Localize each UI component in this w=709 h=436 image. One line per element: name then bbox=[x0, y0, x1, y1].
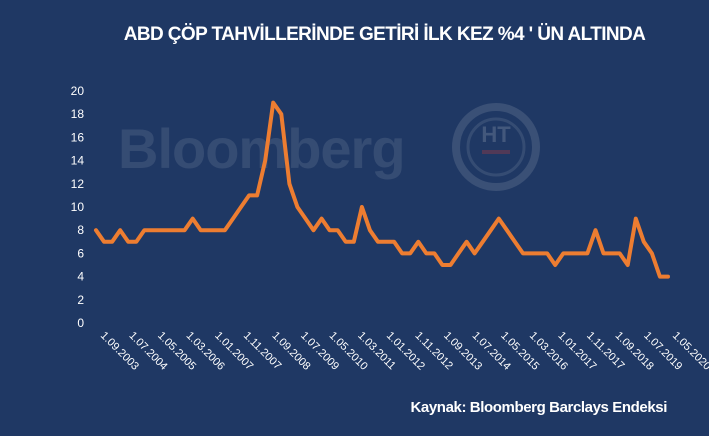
source-note: Kaynak: Bloomberg Barclays Endeksi bbox=[410, 399, 667, 416]
chart-title: ABD ÇÖP TAHVİLLERİNDE GETİRİ İLK KEZ %4 … bbox=[123, 24, 646, 45]
y-tick-label: 14 bbox=[71, 154, 85, 168]
y-tick-label: 4 bbox=[77, 270, 84, 284]
y-tick-label: 0 bbox=[77, 316, 84, 330]
series-line bbox=[94, 100, 670, 279]
y-tick-label: 6 bbox=[77, 246, 84, 260]
y-tick-label: 2 bbox=[77, 293, 84, 307]
y-tick-label: 18 bbox=[71, 107, 85, 121]
y-tick-label: 10 bbox=[71, 200, 85, 214]
y-tick-label: 16 bbox=[71, 130, 85, 144]
y-tick-label: 12 bbox=[71, 177, 85, 191]
x-axis: 1.09.20031.07.20041.05.20051.03.20061.01… bbox=[98, 330, 709, 373]
watermark-logo-letters: HT bbox=[481, 122, 511, 147]
y-tick-label: 8 bbox=[77, 223, 84, 237]
y-tick-label: 20 bbox=[71, 84, 85, 98]
y-axis: 0 2 4 6 8 10 12 14 16 18 20 bbox=[71, 84, 85, 330]
